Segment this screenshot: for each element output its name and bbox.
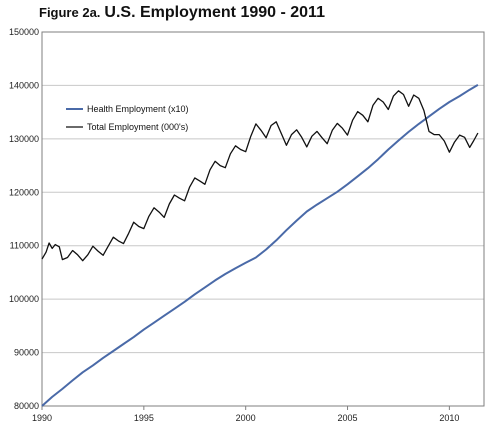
y-tick-label: 100000 bbox=[9, 294, 39, 304]
series-line-total bbox=[41, 90, 479, 262]
y-tick-label: 80000 bbox=[14, 401, 39, 411]
series-lines bbox=[41, 84, 479, 407]
series-line-health bbox=[41, 84, 479, 407]
y-tick-label: 90000 bbox=[14, 348, 39, 358]
title-text: U.S. Employment 1990 - 2011 bbox=[104, 4, 325, 21]
y-tick-label: 120000 bbox=[9, 187, 39, 197]
y-tick-label: 150000 bbox=[9, 27, 39, 37]
figure-label: Figure 2a. bbox=[39, 5, 101, 20]
chart-title: Figure 2a. U.S. Employment 1990 - 2011 bbox=[39, 4, 325, 22]
x-tick-label: 2010 bbox=[439, 413, 459, 423]
y-axis: 80000 90000 100000 110000 120000 130000 140000… bbox=[9, 27, 39, 411]
x-tick-label: 1990 bbox=[32, 413, 52, 423]
grid bbox=[42, 84, 484, 354]
y-tick-label: 140000 bbox=[9, 80, 39, 90]
x-axis: 1990 1995 2000 2005 2010 bbox=[32, 406, 459, 423]
x-tick-label: 2000 bbox=[236, 413, 256, 423]
legend: Health Employment (x10) Total Employment … bbox=[66, 104, 189, 132]
x-tick-label: 1995 bbox=[134, 413, 154, 423]
plot-frame bbox=[41, 31, 485, 407]
x-tick-label: 2005 bbox=[338, 413, 358, 423]
legend-label: Total Employment (000's) bbox=[87, 122, 188, 132]
y-tick-label: 110000 bbox=[10, 241, 39, 251]
legend-label: Health Employment (x10) bbox=[87, 104, 189, 114]
y-tick-label: 130000 bbox=[9, 134, 39, 144]
